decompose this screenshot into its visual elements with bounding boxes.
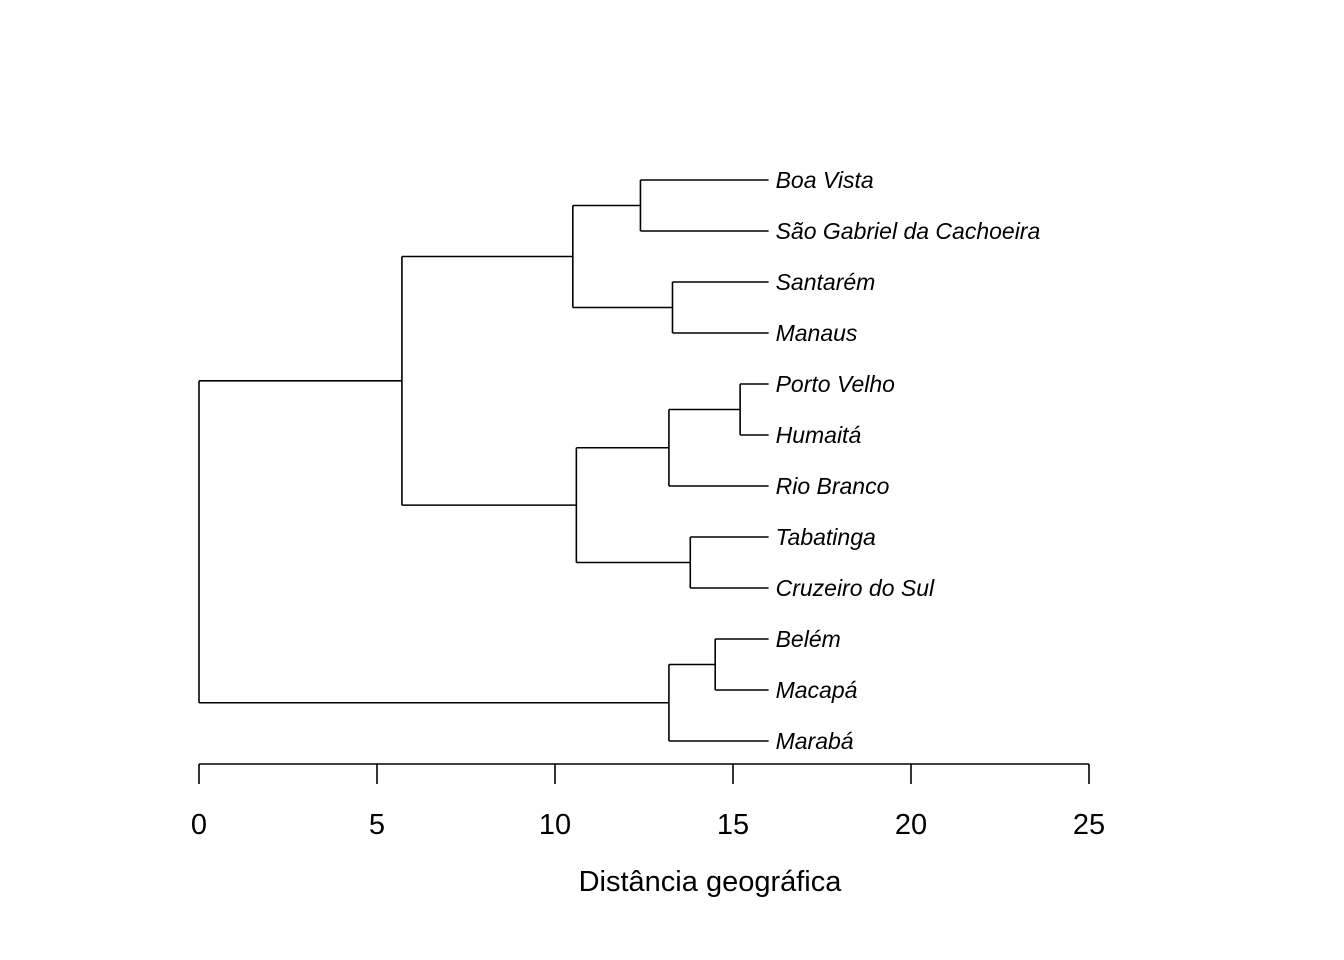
x-axis-tick-labels: 0 5 10 15 20 25 — [191, 809, 1105, 841]
x-tick-label-5: 5 — [369, 809, 385, 841]
leaf-label-sao-gabriel-da-cachoeira: São Gabriel da Cachoeira — [776, 218, 1041, 244]
leaf-label-boa-vista: Boa Vista — [776, 167, 874, 193]
leaf-label-manaus: Manaus — [776, 320, 858, 346]
leaf-label-belem: Belém — [776, 626, 841, 652]
leaf-label-rio-branco: Rio Branco — [776, 473, 890, 499]
leaf-label-tabatinga: Tabatinga — [776, 524, 876, 550]
leaf-labels: Boa Vista São Gabriel da Cachoeira Santaré… — [776, 167, 1041, 754]
leaf-label-cruzeiro-do-sul: Cruzeiro do Sul — [776, 575, 935, 601]
x-tick-label-10: 10 — [539, 809, 571, 841]
x-axis: 0 5 10 15 20 25 — [191, 763, 1105, 841]
x-tick-label-15: 15 — [717, 809, 749, 841]
leaf-label-humaita: Humaitá — [776, 422, 862, 448]
x-tick-label-20: 20 — [895, 809, 927, 841]
dendrogram-branches — [198, 179, 769, 742]
x-tick-label-0: 0 — [191, 809, 207, 841]
leaf-label-maraba: Marabá — [776, 728, 854, 754]
x-tick-label-25: 25 — [1073, 809, 1105, 841]
x-axis-ticks — [198, 764, 1090, 784]
leaf-label-santarem: Santarém — [776, 269, 876, 295]
leaf-label-porto-velho: Porto Velho — [776, 371, 896, 397]
x-axis-title: Distância geográfica — [579, 866, 843, 898]
leaf-label-macapa: Macapá — [776, 677, 858, 703]
